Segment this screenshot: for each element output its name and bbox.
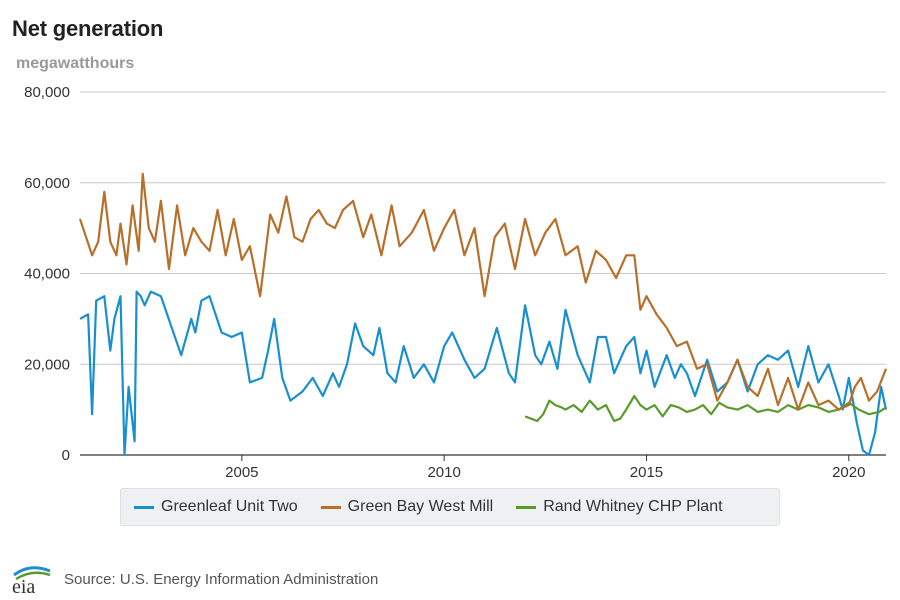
legend-swatch — [516, 505, 537, 509]
x-tick-label: 2010 — [427, 464, 460, 481]
chart-subtitle: megawatthours — [16, 55, 135, 72]
y-tick-label: 40,000 — [24, 266, 70, 283]
axis-layer: 0 20,000 40,000 60,000 80,000 2005 2010 2015 202… — [24, 84, 865, 481]
legend-swatch — [320, 505, 341, 509]
x-tick-label: 2020 — [832, 464, 865, 481]
x-tick-label: 2015 — [630, 464, 663, 481]
y-tick-label: 0 — [62, 447, 70, 464]
footer: eia — [10, 563, 56, 595]
legend-label: Rand Whitney CHP Plant — [543, 498, 723, 515]
legend-swatch — [134, 505, 154, 509]
y-tick-label: 80,000 — [24, 84, 70, 101]
series-line-greenleaf-unit-two — [79, 290, 888, 457]
series-line-rand-whitney-chp-plant — [524, 394, 887, 423]
legend-label: Green Bay West Mill — [347, 498, 494, 515]
chart-legend: Greenleaf Unit Two Green Bay West Mill R… — [120, 488, 780, 526]
series-line-green-bay-west-mill — [78, 172, 888, 411]
legend-label: Greenleaf Unit Two — [161, 498, 298, 515]
chart-title: Net generation — [12, 16, 164, 41]
x-tick-label: 2005 — [225, 464, 258, 481]
grid-layer — [80, 91, 886, 456]
legend-item-green-bay[interactable]: Green Bay West Mill — [320, 498, 494, 516]
y-tick-label: 20,000 — [24, 356, 70, 373]
series-layer — [78, 172, 888, 457]
eia-logo-text: eia — [12, 576, 35, 595]
legend-item-rand-whitney[interactable]: Rand Whitney CHP Plant — [516, 498, 723, 516]
eia-logo: eia — [12, 566, 51, 595]
y-tick-label: 60,000 — [24, 175, 70, 192]
legend-item-greenleaf[interactable]: Greenleaf Unit Two — [134, 498, 298, 516]
source-note: Source: U.S. Energy Information Administ… — [64, 571, 379, 588]
